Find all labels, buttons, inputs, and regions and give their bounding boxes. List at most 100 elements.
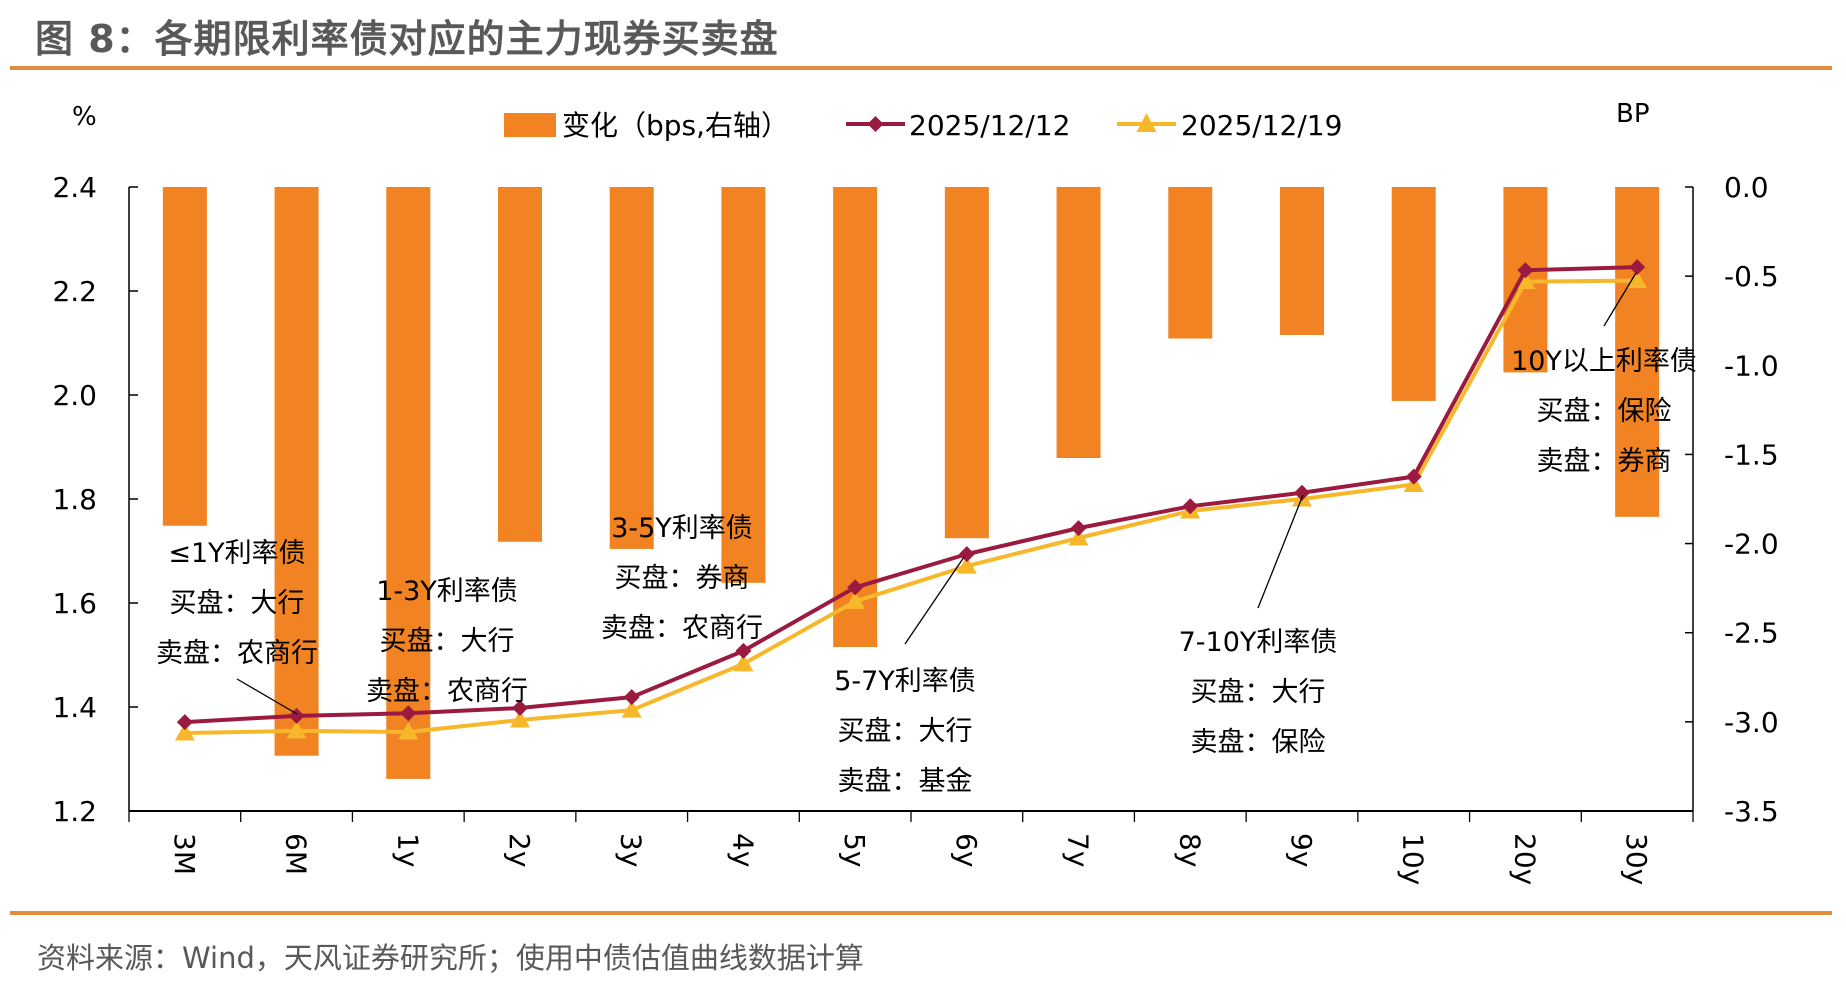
annotation-title: 7-10Y利率债 xyxy=(1179,627,1338,658)
bar-7y xyxy=(1056,187,1101,458)
series-20251212-point-5y xyxy=(847,579,864,596)
legend-label-20251219: 2025/12/19 xyxy=(1181,109,1342,142)
axes: 1.2 1.4 1.6 1.8 2.0 2.2 2.4 0.0 -0.5 -1.0 -1.5 -2.0… xyxy=(52,171,1778,885)
annotation-leader-line xyxy=(904,556,965,645)
legend-swatch-20251212 xyxy=(846,116,905,132)
figure-title: 图 8：各期限利率债对应的主力现券买卖盘 xyxy=(35,17,779,61)
x-tick-label: 9y xyxy=(1285,833,1318,867)
left-tick-label: 1.2 xyxy=(52,795,97,828)
annotation-line: 卖盘：基金 xyxy=(838,766,973,797)
annotation-title: 5-7Y利率债 xyxy=(834,666,976,697)
x-tick-label: 30y xyxy=(1620,833,1653,885)
series-20251212-line xyxy=(184,265,1638,725)
series-20251219-point-1y xyxy=(398,721,419,740)
bar-10y xyxy=(1391,187,1436,401)
series-20251212-point-8y xyxy=(1182,498,1199,515)
right-tick-label: -0.5 xyxy=(1724,260,1779,293)
x-tick-label: 6M xyxy=(280,833,313,875)
left-axis-unit: % xyxy=(72,102,97,132)
legend-swatch-change xyxy=(504,113,556,137)
annotation-line: 卖盘：农商行 xyxy=(601,613,763,644)
annotation-leader-line xyxy=(1603,272,1637,327)
left-tick-label: 2.4 xyxy=(52,171,97,204)
annotation-line: 买盘：券商 xyxy=(615,563,750,594)
left-tick-label: 1.4 xyxy=(52,691,97,724)
series-20251212-point-6y xyxy=(958,546,975,563)
series-20251212-point-2y xyxy=(512,700,528,717)
series-20251219-point-20y xyxy=(1515,271,1536,290)
annotation-leader-line xyxy=(236,678,298,715)
left-tick-label: 1.8 xyxy=(52,483,97,516)
bar-2y xyxy=(498,187,542,542)
annotation-title: 3-5Y利率债 xyxy=(611,513,753,544)
x-tick-label: 10y xyxy=(1397,833,1430,885)
x-tick-label: 5y xyxy=(838,833,871,867)
bar-4y xyxy=(721,187,766,583)
series-20251212-point-1y xyxy=(400,705,417,722)
left-tick-label: 2.0 xyxy=(52,379,97,412)
series-20251219-point-3y xyxy=(621,700,642,718)
x-tick-label: 4y xyxy=(726,833,759,867)
series-20251219-line xyxy=(184,278,1638,735)
series-20251219-point-7y xyxy=(1068,528,1089,546)
right-tick-label: -3.0 xyxy=(1724,706,1779,739)
series-20251212-point-20y xyxy=(1517,262,1534,279)
series-20251212-point-9y xyxy=(1294,484,1310,501)
bar-6M xyxy=(274,187,319,756)
annotations: ≤1Y利率债买盘：大行卖盘：农商行1-3Y利率债买盘：大行卖盘：农商行3-5Y利… xyxy=(156,272,1697,797)
series-20251219-point-4y xyxy=(733,653,754,672)
source-note: 资料来源：Wind，天风证券研究所；使用中债估值曲线数据计算 xyxy=(37,941,864,975)
series-20251212-point-3M xyxy=(176,714,193,731)
x-tick-label: 8y xyxy=(1173,833,1206,867)
series-20251219-point-2y xyxy=(510,710,530,728)
right-tick-label: -1.0 xyxy=(1724,349,1779,382)
annotation-line: 买盘：大行 xyxy=(380,626,515,657)
annotation-line: 卖盘：券商 xyxy=(1537,446,1672,477)
x-tick-label: 20y xyxy=(1508,833,1541,885)
right-tick-label: 0.0 xyxy=(1724,171,1769,204)
legend-triangle-icon xyxy=(1136,113,1157,132)
right-tick-label: -2.0 xyxy=(1724,528,1779,561)
series-20251212-point-3y xyxy=(623,689,640,706)
bottom-rule xyxy=(10,911,1832,915)
series-20251212-point-30y xyxy=(1629,259,1646,276)
series-20251219-point-5y xyxy=(845,591,866,609)
series-20251212-point-10y xyxy=(1405,468,1422,485)
legend-label-20251212: 2025/12/12 xyxy=(909,109,1070,142)
annotation-title: 1-3Y利率债 xyxy=(376,576,518,607)
right-tick-label: -2.5 xyxy=(1724,617,1779,650)
annotation-title: 10Y以上利率债 xyxy=(1511,346,1697,377)
series-20251219-point-3M xyxy=(174,723,195,741)
bar-5y xyxy=(833,187,878,647)
bar-3y xyxy=(609,187,654,549)
top-rule xyxy=(10,66,1832,70)
x-tick-label: 7y xyxy=(1062,833,1095,867)
x-tick-label: 1y xyxy=(391,833,424,867)
bar-6y xyxy=(944,187,989,539)
series-20251212-point-4y xyxy=(735,642,752,659)
series-20251219-point-6y xyxy=(956,556,977,574)
right-tick-label: -1.5 xyxy=(1724,438,1779,471)
right-axis-unit: BP xyxy=(1616,99,1650,129)
annotation-line: 卖盘：农商行 xyxy=(156,638,318,669)
right-tick-label: -3.5 xyxy=(1724,795,1779,828)
left-tick-label: 2.2 xyxy=(52,275,97,308)
annotation-leader-line xyxy=(1257,494,1304,609)
annotation-line: 卖盘：保险 xyxy=(1191,727,1326,758)
bar-3M xyxy=(162,187,207,526)
x-tick-label: 2y xyxy=(503,833,536,867)
left-tick-label: 1.6 xyxy=(52,587,97,620)
annotation-line: 买盘：大行 xyxy=(838,716,973,747)
annotation-title: ≤1Y利率债 xyxy=(168,538,305,569)
annotation-line: 买盘：大行 xyxy=(170,588,305,619)
x-tick-label: 6y xyxy=(950,833,983,867)
line-series xyxy=(174,259,1648,741)
bar-9y xyxy=(1280,187,1324,335)
